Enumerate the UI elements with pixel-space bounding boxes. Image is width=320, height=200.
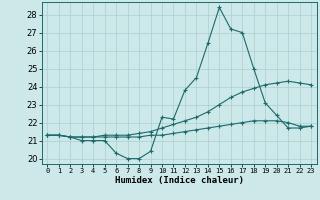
X-axis label: Humidex (Indice chaleur): Humidex (Indice chaleur): [115, 176, 244, 185]
